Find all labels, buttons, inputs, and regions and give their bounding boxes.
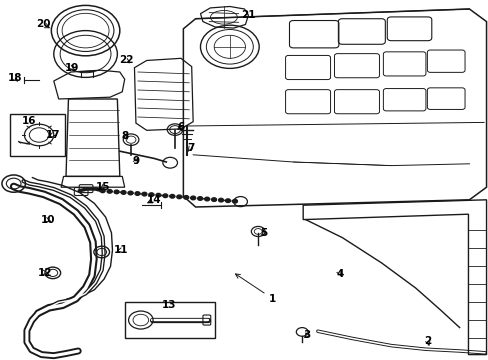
- Text: 11: 11: [114, 245, 128, 255]
- Circle shape: [225, 199, 230, 202]
- Circle shape: [107, 190, 112, 193]
- Circle shape: [204, 197, 209, 201]
- Circle shape: [169, 194, 174, 198]
- Text: 4: 4: [335, 269, 343, 279]
- Text: 14: 14: [146, 195, 161, 205]
- Text: 21: 21: [241, 10, 255, 20]
- Text: 17: 17: [45, 130, 60, 140]
- Circle shape: [149, 193, 154, 197]
- Circle shape: [142, 192, 146, 196]
- Text: 1: 1: [235, 274, 276, 304]
- Circle shape: [232, 199, 237, 203]
- Text: 16: 16: [22, 116, 37, 126]
- Circle shape: [128, 191, 133, 195]
- Bar: [10, 114, 64, 156]
- Circle shape: [211, 198, 216, 201]
- Text: 13: 13: [161, 300, 176, 310]
- Text: 22: 22: [119, 55, 133, 66]
- Text: 7: 7: [186, 143, 194, 153]
- Circle shape: [177, 195, 182, 199]
- Text: 10: 10: [41, 215, 55, 225]
- Circle shape: [218, 198, 223, 202]
- Text: 2: 2: [424, 336, 430, 346]
- Circle shape: [183, 195, 188, 199]
- Text: 12: 12: [38, 267, 52, 278]
- Text: 15: 15: [95, 182, 110, 192]
- Bar: [124, 302, 215, 338]
- Circle shape: [163, 194, 167, 198]
- Circle shape: [114, 190, 119, 194]
- Text: 6: 6: [177, 122, 184, 132]
- Text: 19: 19: [65, 63, 80, 73]
- Text: 8: 8: [121, 131, 128, 141]
- Circle shape: [197, 197, 202, 200]
- Text: 3: 3: [303, 330, 310, 340]
- Text: 5: 5: [260, 228, 267, 238]
- Circle shape: [190, 196, 195, 200]
- Text: 18: 18: [7, 73, 22, 84]
- Circle shape: [135, 192, 140, 195]
- Text: 20: 20: [36, 19, 50, 30]
- Circle shape: [121, 191, 126, 194]
- Circle shape: [100, 189, 105, 193]
- Text: 9: 9: [132, 156, 139, 166]
- Circle shape: [156, 193, 161, 197]
